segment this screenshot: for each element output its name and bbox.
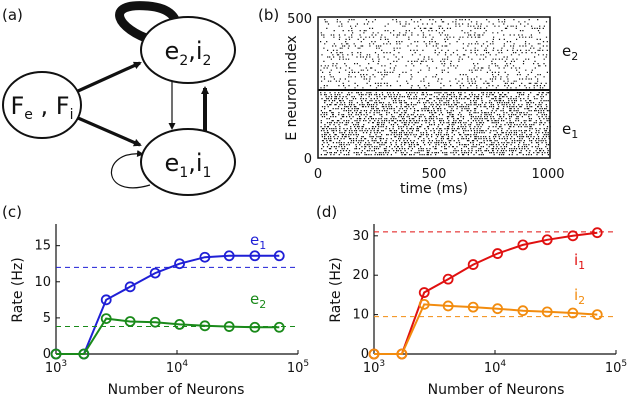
chart-d-point [368,348,380,360]
raster-xtick-1000: 1000 [531,167,564,182]
chart-d-point [467,301,479,313]
chart-d-point [442,273,454,285]
arrow-ext-to-e1 [77,116,142,147]
chart-c-point [273,321,285,333]
panel-label-a: (a) [2,6,23,24]
chart-d-point [541,234,553,246]
chart-c-point [249,250,261,262]
chart-c-point [174,318,185,330]
self-loop-e1 [110,150,151,189]
chart-c-ylabel: Rate (Hz) [10,257,26,322]
chart-d-series-line-0 [374,231,598,355]
chart-c-ytick-label: 5 [43,311,51,326]
chart-d-xtick-label: 104 [484,359,507,376]
chart-c-point [78,348,90,360]
chart-d-point [396,348,408,360]
chart-d-point [442,300,454,312]
chart-c-point [199,320,211,332]
chart-d-series-label-i1: i1 [574,251,585,272]
raster-spikes-e1 [320,92,551,156]
chart-d-ytick-label: 30 [352,229,369,244]
node-ext [2,71,82,139]
chart-c-series-label-e2: e2 [250,290,266,311]
raster-spikes-e2 [320,19,548,89]
chart-c-point [124,281,136,293]
node-pop1 [140,128,236,196]
chart-d-ytick-label: 10 [352,308,369,323]
chart-c-point [223,321,235,332]
chart-d-point [492,303,503,315]
chart-c-point [149,267,161,279]
chart-c-point [50,348,62,360]
chart-d-point [467,259,479,270]
chart-c-series-label-e1: e1 [250,231,266,252]
chart-d-point [492,248,503,259]
panel-label-b: (b) [258,6,279,24]
chart-c-xlabel: Number of Neurons [108,382,245,398]
chart-d-point [567,307,579,319]
chart-d-point [418,298,430,310]
node-pop2 [140,16,236,84]
chart-c-point [100,313,112,325]
raster-ytick-500: 500 [287,12,312,27]
chart-d-point [591,309,603,321]
chart-d-xtick-label: 105 [605,359,627,376]
raster-spikes [320,19,551,156]
chart-c-point [273,250,285,262]
raster-xtick-500: 500 [422,167,447,182]
node-ext-label: Fe , Fi [10,92,73,123]
chart-c-xtick-label: 103 [45,359,67,376]
raster-xtick-0: 0 [314,167,322,182]
chart-d-point [541,306,553,318]
chart-d-ytick-label: 20 [352,268,369,283]
chart-c: Rate (Hz) Number of Neurons e1 e2 0 5 10 15… [10,224,309,398]
chart-c-xtick-label: 104 [166,359,189,376]
network-diagram: Fe , Fi e2,i2 e1,i1 [2,1,236,196]
chart-c-ytick-label: 15 [34,239,51,254]
chart-d-xlabel: Number of Neurons [428,382,565,398]
chart-d-point [517,239,529,251]
chart-d-point [517,305,529,317]
chart-c-point [223,250,235,262]
chart-d-ylabel: Rate (Hz) [328,257,344,322]
chart-d-xtick-label: 103 [363,359,385,376]
chart-d-series-line-1 [374,303,598,355]
chart-c-ytick-label: 0 [43,347,51,362]
raster-label-e2: e2 [562,42,578,63]
raster-label-e1: e1 [562,120,578,141]
chart-c-point [174,258,185,270]
chart-c-point [199,251,211,263]
chart-c-point [149,316,161,328]
chart-d-series-label-i2: i2 [574,286,585,307]
chart-d-point [567,230,579,242]
chart-c-xtick-label: 105 [287,359,309,376]
raster-plot: 500 0 0 500 1000 time (ms) E neuron inde… [284,12,578,197]
raster-ytick-0: 0 [304,152,312,167]
chart-c-point [249,321,261,333]
chart-d: Rate (Hz) Number of Neurons i1 i2 0 10 20 3… [328,224,627,398]
raster-xlabel: time (ms) [400,181,468,197]
chart-d-point [418,287,430,298]
chart-c-series-line-1 [56,317,280,355]
chart-c-point [100,294,112,306]
chart-c-series-line-0 [56,254,280,355]
chart-d-ytick-label: 0 [361,347,369,362]
raster-frame [317,16,551,159]
chart-d-point [591,227,603,239]
raster-ylabel: E neuron index [284,35,300,140]
panel-label-d: (d) [316,203,337,221]
arrow-ext-to-e2 [77,61,142,93]
chart-c-point [124,316,136,327]
chart-c-ytick-label: 10 [34,275,51,290]
panel-label-c: (c) [2,203,22,221]
